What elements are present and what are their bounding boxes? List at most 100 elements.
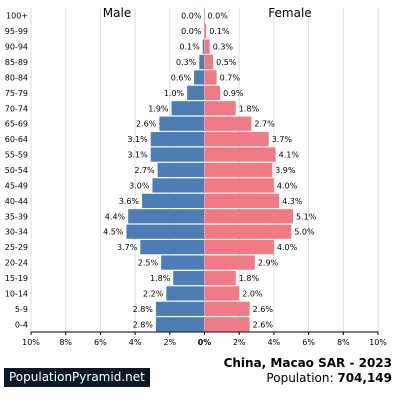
female-bar: [204, 301, 250, 316]
age-group-label: 65-69: [5, 120, 28, 129]
population-label: Population:: [266, 371, 334, 385]
female-bar: [204, 147, 276, 162]
male-value-label: 4.4%: [105, 212, 126, 221]
female-bar: [204, 162, 273, 178]
female-bar: [204, 178, 274, 193]
age-group-label: 25-29: [5, 243, 28, 252]
female-value-label: 2.6%: [253, 320, 274, 329]
male-value-label: 1.9%: [148, 104, 169, 113]
population-value: 704,149: [337, 371, 392, 385]
age-group-label: 95-99: [5, 27, 28, 36]
female-bar: [204, 39, 210, 54]
x-tick-label: 2%: [163, 338, 176, 347]
age-group-label: 100+: [6, 12, 28, 21]
male-value-label: 0.0%: [181, 27, 202, 36]
male-bar: [199, 54, 205, 70]
x-tick-label: 4%: [129, 338, 142, 347]
male-bar: [142, 193, 205, 208]
female-bar: [204, 224, 292, 239]
male-bar: [166, 286, 205, 301]
male-bar: [126, 224, 205, 239]
age-group-label: 70-74: [5, 104, 28, 113]
age-group-label: 5-9: [15, 305, 28, 314]
female-bar: [204, 209, 293, 224]
female-bar: [204, 24, 207, 39]
male-value-label: 1.0%: [164, 89, 185, 98]
country-year-title: China, Macao SAR - 2023: [223, 356, 392, 370]
female-bar: [204, 270, 236, 286]
age-group-label: 0-4: [15, 320, 28, 329]
male-value-label: 3.1%: [127, 151, 148, 160]
female-value-label: 5.0%: [294, 228, 315, 237]
female-bar: [204, 85, 221, 100]
male-bar: [140, 240, 205, 255]
male-bar: [152, 178, 205, 193]
age-group-label: 80-84: [5, 73, 28, 82]
male-value-label: 2.7%: [134, 166, 155, 175]
female-value-label: 2.0%: [242, 289, 263, 298]
female-value-label: 0.5%: [216, 58, 237, 67]
male-bar: [187, 85, 205, 100]
female-value-label: 2.9%: [258, 259, 279, 268]
male-bar: [202, 39, 205, 54]
x-tick-label: 6%: [302, 338, 315, 347]
female-value-label: 3.7%: [272, 135, 293, 144]
x-tick-label: 8%: [59, 338, 72, 347]
age-group-label: 55-59: [5, 151, 28, 160]
male-bar: [155, 317, 205, 332]
female-bar: [204, 286, 240, 301]
male-value-label: 2.2%: [143, 289, 164, 298]
x-tick-label: 0%: [198, 338, 212, 347]
brand-logo[interactable]: PopulationPyramid.net: [4, 368, 150, 387]
female-value-label: 2.6%: [253, 305, 274, 314]
male-value-label: 0.1%: [179, 43, 200, 52]
age-group-label: 30-34: [5, 228, 28, 237]
male-value-label: 2.5%: [138, 259, 159, 268]
female-bar: [204, 240, 274, 255]
x-tick-label: 6%: [94, 338, 107, 347]
female-bar: [204, 193, 280, 208]
female-value-label: 4.0%: [277, 181, 298, 190]
population-line: Population: 704,149: [266, 371, 392, 385]
age-group-label: 35-39: [5, 212, 28, 221]
female-value-label: 3.9%: [275, 166, 296, 175]
age-group-label: 90-94: [5, 43, 28, 52]
female-bar: [204, 54, 214, 70]
x-tick-label: 10%: [369, 338, 387, 347]
female-value-label: 4.3%: [282, 197, 303, 206]
female-value-label: 2.7%: [254, 120, 275, 129]
male-bar: [150, 132, 205, 147]
male-value-label: 3.0%: [129, 181, 150, 190]
female-value-label: 0.0%: [208, 12, 229, 21]
male-bar: [161, 255, 205, 270]
male-bar: [157, 162, 205, 178]
male-value-label: 3.7%: [117, 243, 138, 252]
female-value-label: 1.8%: [239, 104, 260, 113]
x-tick-label: 10%: [22, 338, 40, 347]
age-group-label: 85-89: [5, 58, 28, 67]
female-bar: [204, 116, 252, 131]
male-value-label: 0.6%: [171, 73, 192, 82]
male-value-label: 0.0%: [181, 12, 202, 21]
male-bar: [150, 147, 205, 162]
male-bar: [159, 116, 205, 131]
male-bar: [155, 301, 205, 316]
age-group-label: 40-44: [5, 197, 28, 206]
male-value-label: 2.8%: [133, 320, 154, 329]
male-value-label: 1.8%: [150, 274, 171, 283]
male-value-label: 2.8%: [133, 305, 154, 314]
x-tick-label: 2%: [233, 338, 246, 347]
female-value-label: 0.3%: [213, 43, 234, 52]
female-bar: [204, 255, 255, 270]
female-value-label: 0.1%: [209, 27, 230, 36]
male-value-label: 2.6%: [136, 120, 157, 129]
age-group-label: 60-64: [5, 135, 28, 144]
male-value-label: 3.6%: [119, 197, 140, 206]
male-value-label: 4.5%: [103, 228, 124, 237]
female-bar: [204, 132, 269, 147]
age-group-label: 75-79: [5, 89, 28, 98]
x-tick-label: 4%: [268, 338, 281, 347]
male-bar: [128, 209, 205, 224]
male-bar: [171, 101, 205, 116]
